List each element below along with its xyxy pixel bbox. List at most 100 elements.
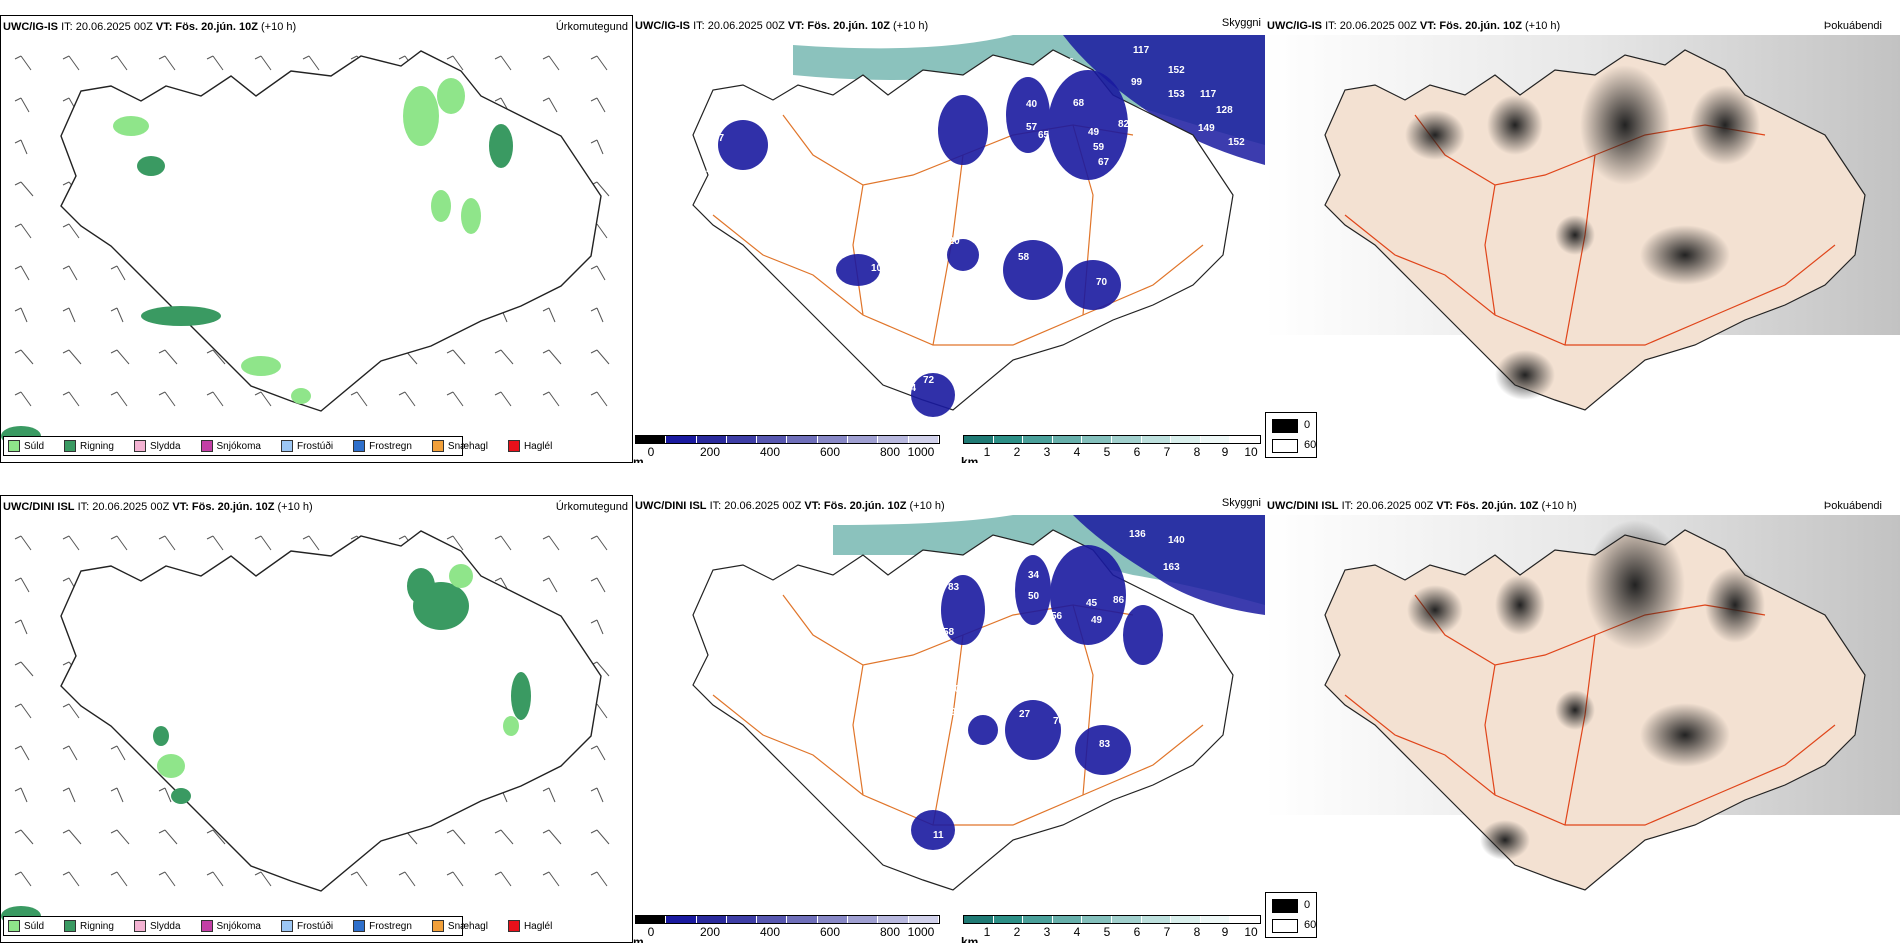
ceiling-label: 65 [1038, 130, 1050, 141]
wind-barb [308, 55, 320, 71]
field-label: Þokuábendi [1823, 20, 1882, 32]
ceiling-label: 40 [1026, 99, 1038, 110]
cover-map [1265, 35, 1900, 411]
wind-barb [452, 871, 464, 887]
precip-area [171, 788, 191, 804]
precip-map [1, 50, 610, 446]
ceiling-label: 19 [945, 707, 957, 718]
wind-barb-flag [206, 55, 214, 60]
ceiling-label: 116 [1095, 657, 1112, 668]
ceiling-label: 92 [1095, 187, 1107, 198]
wind-barb [452, 349, 466, 365]
precip-area [137, 156, 165, 176]
wind-barb-flag [14, 223, 22, 228]
wind-barb [596, 97, 606, 113]
cloud-panel-top: UWC/IG-IS IT: 20.06.2025 00Z VT: Fös. 20… [633, 15, 1265, 463]
legend-item: Slydda [133, 440, 181, 452]
wind-barb-flag [590, 619, 598, 624]
wind-barb [116, 787, 124, 803]
wind-barb [212, 871, 224, 887]
wind-barb [68, 55, 80, 71]
wind-barb-flag [494, 535, 502, 540]
wind-barb-flag [110, 787, 118, 792]
field-label: Skyggni [1221, 17, 1261, 29]
wind-barb [116, 55, 128, 71]
wind-barb-flag [494, 577, 502, 582]
cloud-map: 117 152 99 66 153 117 128 149 152 143 40… [692, 35, 1265, 417]
cover-legend: 0 60 [1265, 412, 1317, 458]
wind-barb-flag [62, 55, 70, 60]
wind-barb [596, 577, 606, 593]
wind-barb [404, 871, 416, 887]
wind-barb [68, 745, 78, 761]
ceiling-blobs [911, 545, 1163, 850]
ceiling-label: 140 [1168, 535, 1185, 546]
ceiling-blobs [718, 70, 1128, 417]
ceiling-label: 65 [991, 252, 1003, 263]
ceiling-label: 59 [1093, 142, 1105, 153]
wind-barb-flag [590, 349, 598, 354]
wind-barb-flag [62, 787, 70, 792]
precip-type-legend: Súld Rigning Slydda Snjókoma Frostúði Fr… [3, 916, 552, 936]
wind-barb-flag [158, 871, 166, 876]
ceiling-label: 66 [1063, 57, 1075, 68]
precip-area [157, 754, 185, 778]
ceiling-label: 82 [1118, 119, 1130, 130]
wind-barb [20, 55, 32, 71]
cover-panel-top: UWC/IG-IS IT: 20.06.2025 00Z VT: Fös. 20… [1265, 15, 1900, 463]
wind-barb-flag [590, 307, 598, 312]
wind-barb-flag [14, 55, 22, 60]
ceiling-label: 143 [1237, 160, 1254, 171]
wind-barb [68, 307, 76, 323]
wind-barb-flag [302, 535, 310, 540]
wind-barb-flag [158, 535, 166, 540]
ceiling-unit: m [633, 455, 644, 463]
wind-barb-flag [350, 535, 358, 540]
wind-barb-flag [590, 265, 598, 270]
wind-barb-flag [590, 55, 598, 60]
wind-barb [308, 535, 320, 551]
legend-swatch [353, 440, 366, 452]
wind-barb-flag [542, 787, 550, 792]
wind-barb [260, 871, 272, 887]
wind-barb-flag [494, 829, 502, 834]
wind-barb-flag [62, 871, 70, 876]
wind-barb-flag [110, 349, 118, 354]
ceiling-label: 152 [1228, 137, 1245, 148]
legend-swatch [8, 440, 20, 452]
legend-item: Frostúði [280, 440, 333, 452]
wind-barb [20, 661, 34, 677]
ceiling-label: 481 [1055, 539, 1072, 550]
visibility-colorbar: km 1 2 3 4 5 6 7 8 9 10 [961, 435, 1261, 463]
wind-barb [20, 349, 34, 365]
wind-barb-flag [590, 577, 598, 582]
wind-barb [596, 703, 608, 719]
wind-barb-flag [350, 871, 358, 876]
wind-barb-flag [206, 391, 214, 396]
legend-item: Haglél [507, 920, 552, 932]
wind-barb-flag [398, 55, 406, 60]
wind-barb-flag [542, 535, 550, 540]
ceiling-label: 56 [1051, 611, 1063, 622]
precip-area [153, 726, 169, 746]
ceiling-colorbar: m 0 200 400 600 800 1000 [633, 915, 940, 943]
wind-barb [548, 55, 560, 71]
iceland-coastline [60, 50, 602, 412]
wind-barb [596, 349, 610, 365]
precip-area [403, 86, 439, 146]
precip-area [431, 190, 451, 222]
wind-barb [548, 97, 558, 113]
ceiling-label: 57 [1058, 190, 1070, 201]
wind-barb-flag [590, 139, 598, 144]
wind-barb [596, 619, 604, 635]
wind-barb [452, 55, 464, 71]
wind-barb [20, 223, 32, 239]
wind-barb [68, 787, 76, 803]
wind-barb-flag [110, 265, 118, 270]
wind-barb-flag [542, 349, 550, 354]
wind-barb-flag [62, 577, 70, 582]
wind-barb [260, 391, 272, 407]
ceiling-labels: 117 152 99 66 153 117 128 149 152 143 40… [705, 45, 1254, 394]
ceiling-unit: m [633, 935, 644, 943]
legend-swatch [280, 920, 293, 932]
